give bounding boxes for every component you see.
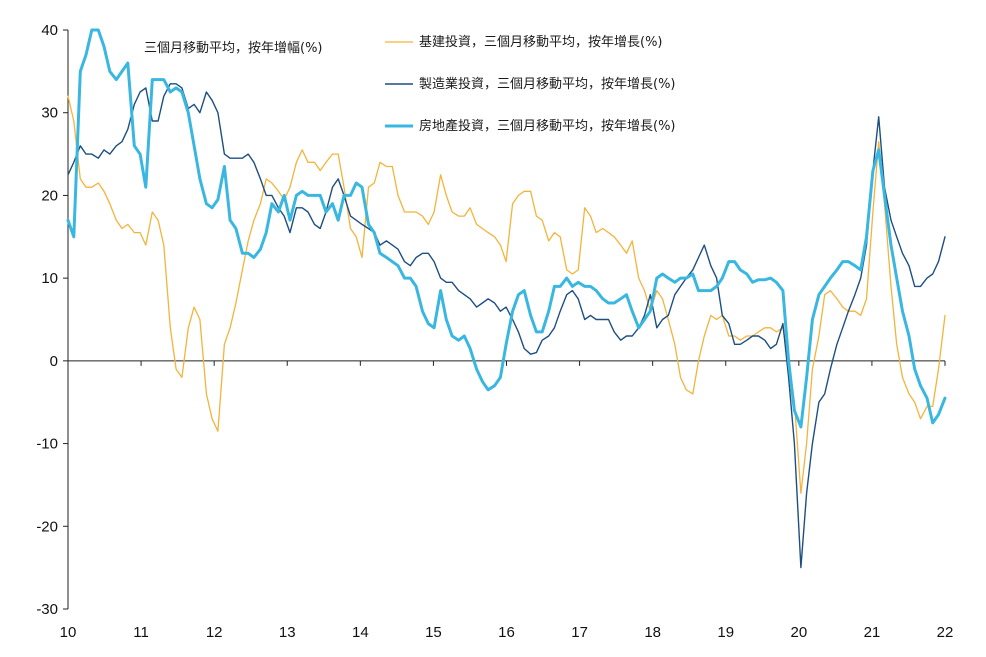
series-line-1	[67, 95, 946, 494]
series-line-2	[67, 83, 946, 569]
y-axis-ticks: 40 30 20 10 0 -10 -20 -30	[36, 22, 68, 618]
x-tick-label: 15	[425, 624, 442, 641]
y-tick-label: 40	[41, 22, 58, 39]
x-axis-ticks: 10 11 12 13 14 15 16 17 18 19 20 21 22	[60, 360, 954, 641]
x-tick-label: 20	[790, 624, 807, 641]
x-tick-label: 19	[717, 624, 734, 641]
y-tick-label: 10	[41, 270, 58, 287]
legend-label-3: 房地產投資，三個月移動平均，按年增長(%)	[419, 118, 676, 134]
legend: 基建投資，三個月移動平均，按年增長(%) 製造業投資，三個月移動平均，按年增長(%…	[385, 34, 676, 134]
series-line-3	[66, 28, 947, 429]
x-tick-label: 14	[352, 624, 369, 641]
x-tick-label: 16	[498, 624, 515, 641]
legend-label-1: 基建投資，三個月移動平均，按年增長(%)	[419, 34, 663, 50]
y-tick-label: -30	[36, 601, 58, 618]
x-tick-label: 13	[279, 624, 296, 641]
x-tick-label: 10	[60, 624, 77, 641]
x-tick-label: 22	[937, 624, 954, 641]
y-tick-label: 0	[50, 353, 58, 370]
x-tick-label: 18	[644, 624, 661, 641]
y-tick-label: 30	[41, 105, 58, 122]
legend-label-2: 製造業投資，三個月移動平均，按年增長(%)	[419, 76, 676, 92]
y-tick-label: -10	[36, 436, 58, 453]
series-layer	[66, 28, 947, 569]
y-tick-label: 20	[41, 187, 58, 204]
x-tick-label: 17	[571, 624, 588, 641]
chart-annotation: 三個月移動平均，按年增幅(%)	[144, 41, 323, 56]
x-tick-label: 21	[864, 624, 881, 641]
y-tick-label: -20	[36, 518, 58, 535]
x-tick-label: 11	[133, 624, 149, 641]
x-tick-label: 12	[206, 624, 223, 641]
